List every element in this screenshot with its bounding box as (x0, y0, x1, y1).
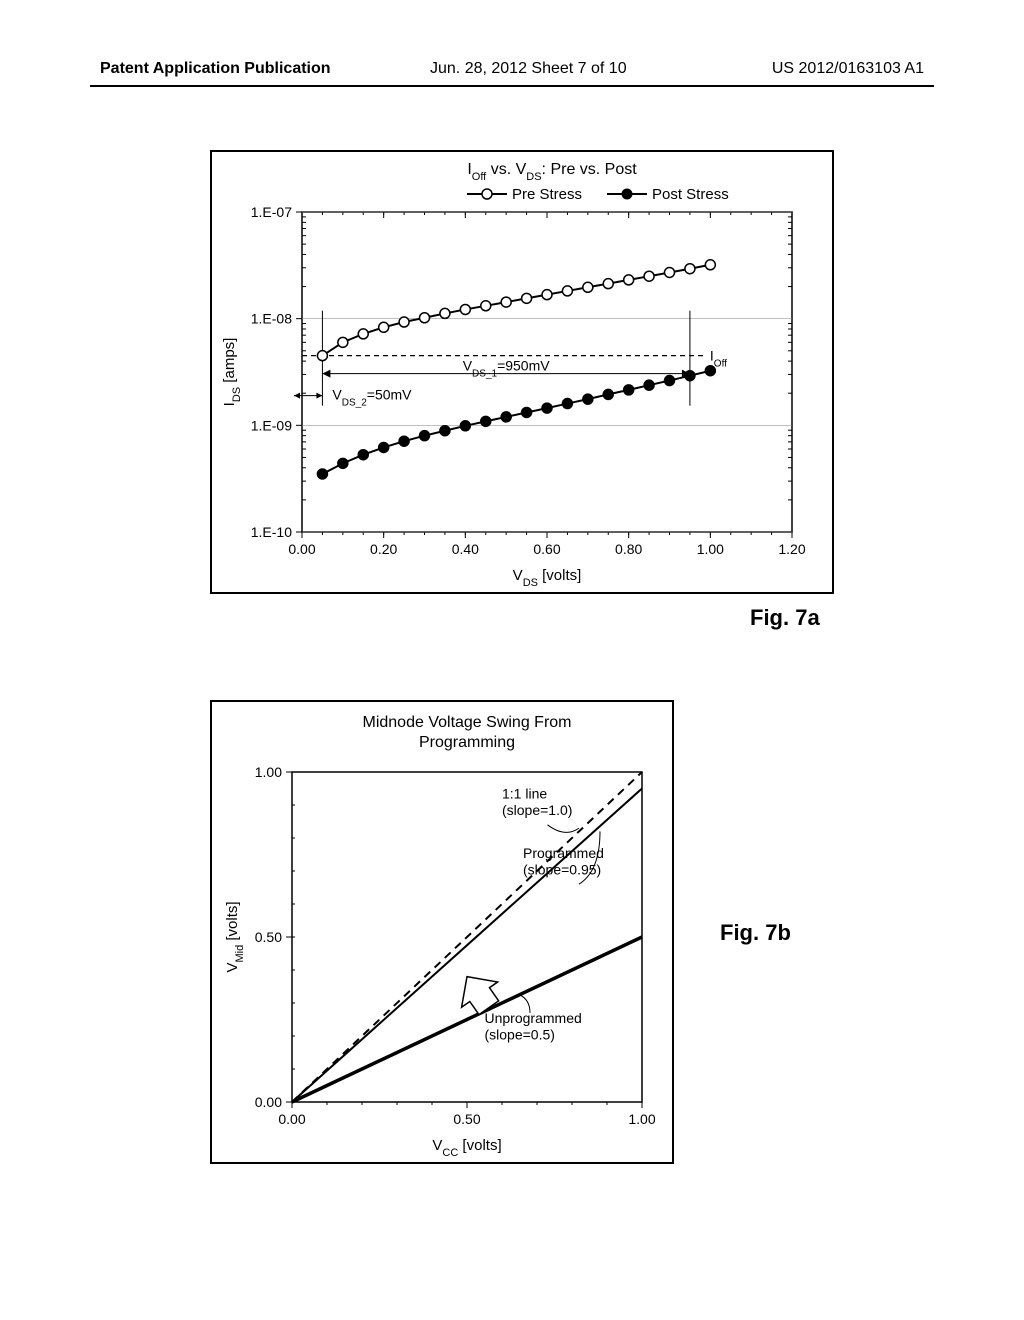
svg-text:1.E-07: 1.E-07 (251, 204, 292, 220)
svg-text:VCC [volts]: VCC [volts] (432, 1137, 501, 1159)
header-center: Jun. 28, 2012 Sheet 7 of 10 (430, 60, 627, 78)
svg-text:(slope=0.5): (slope=0.5) (485, 1026, 555, 1042)
svg-text:0.00: 0.00 (288, 541, 315, 557)
svg-text:0.20: 0.20 (370, 541, 397, 557)
svg-text:Midnode Voltage Swing From: Midnode Voltage Swing From (363, 714, 572, 731)
svg-text:Post Stress: Post Stress (652, 186, 729, 203)
svg-text:1.E-08: 1.E-08 (251, 311, 292, 327)
svg-text:1:1 line: 1:1 line (502, 785, 547, 801)
fig-7b-label: Fig. 7b (720, 920, 791, 946)
svg-text:0.00: 0.00 (255, 1094, 282, 1110)
svg-text:Programming: Programming (419, 734, 515, 751)
svg-text:1.E-09: 1.E-09 (251, 417, 292, 433)
header-divider (90, 85, 934, 87)
svg-text:Programmed: Programmed (523, 845, 604, 861)
chart-7b-svg: Midnode Voltage Swing From Programming 0.0… (212, 702, 672, 1162)
fig-7a-label: Fig. 7a (750, 605, 820, 631)
svg-text:1.00: 1.00 (697, 541, 724, 557)
chart-7a-svg: IOff vs. VDS: Pre vs. Post Pre Stress Post… (212, 152, 832, 592)
svg-text:VDS_1=950mV: VDS_1=950mV (463, 358, 551, 380)
svg-text:VDS [volts]: VDS [volts] (513, 567, 582, 589)
chart-7a: IOff vs. VDS: Pre vs. Post Pre Stress Post… (210, 150, 834, 594)
svg-text:0.40: 0.40 (452, 541, 479, 557)
header-right: US 2012/0163103 A1 (772, 60, 924, 78)
svg-text:1.00: 1.00 (255, 764, 282, 780)
svg-text:1.00: 1.00 (628, 1111, 655, 1127)
svg-text:(slope=1.0): (slope=1.0) (502, 802, 572, 818)
svg-text:Unprogrammed: Unprogrammed (485, 1010, 582, 1026)
svg-text:Pre Stress: Pre Stress (512, 186, 582, 203)
svg-text:VDS_2=50mV: VDS_2=50mV (332, 387, 412, 409)
svg-text:0.50: 0.50 (453, 1111, 480, 1127)
svg-text:0.80: 0.80 (615, 541, 642, 557)
svg-text:0.50: 0.50 (255, 929, 282, 945)
svg-text:IOff vs. VDS: Pre vs. Post: IOff vs. VDS: Pre vs. Post (467, 161, 637, 183)
svg-text:IDS [amps]: IDS [amps] (221, 338, 243, 407)
svg-text:1.E-10: 1.E-10 (251, 524, 292, 540)
svg-text:VMid [volts]: VMid [volts] (224, 901, 246, 972)
svg-text:0.00: 0.00 (278, 1111, 305, 1127)
header-left: Patent Application Publication (100, 60, 331, 78)
svg-text:0.60: 0.60 (533, 541, 560, 557)
chart-7b: Midnode Voltage Swing From Programming 0.0… (210, 700, 674, 1164)
svg-text:1.20: 1.20 (778, 541, 805, 557)
